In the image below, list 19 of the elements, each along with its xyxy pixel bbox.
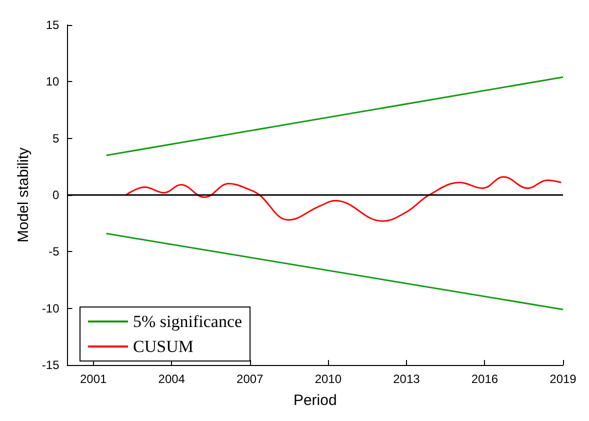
x-axis-title: Period [293, 392, 337, 409]
y-tick-label: -15 [42, 358, 60, 372]
y-tick-label: 0 [52, 188, 60, 202]
legend-label: 5% significance [133, 312, 242, 331]
x-tick-label: 2007 [236, 372, 264, 386]
legend-label: CUSUM [133, 337, 194, 356]
y-tick-label: -5 [48, 244, 60, 259]
x-tick-label: 2010 [314, 372, 342, 386]
y-tick-label: 15 [46, 18, 60, 32]
line-series [125, 176, 562, 222]
x-tick-label: 2004 [158, 372, 186, 386]
x-tick-label: 2016 [471, 372, 498, 386]
x-tick-label: 2013 [393, 372, 420, 386]
y-tick-label: 10 [46, 74, 60, 89]
y-tick-label: -10 [42, 301, 60, 316]
y-axis-title: Model stability [15, 146, 32, 243]
x-tick-label: 2019 [550, 372, 577, 386]
x-tick-label: 2001 [80, 372, 108, 386]
y-tick-label: 5 [52, 131, 60, 146]
